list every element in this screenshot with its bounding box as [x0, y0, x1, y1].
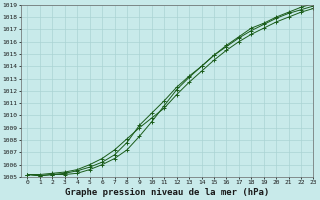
X-axis label: Graphe pression niveau de la mer (hPa): Graphe pression niveau de la mer (hPa): [65, 188, 269, 197]
